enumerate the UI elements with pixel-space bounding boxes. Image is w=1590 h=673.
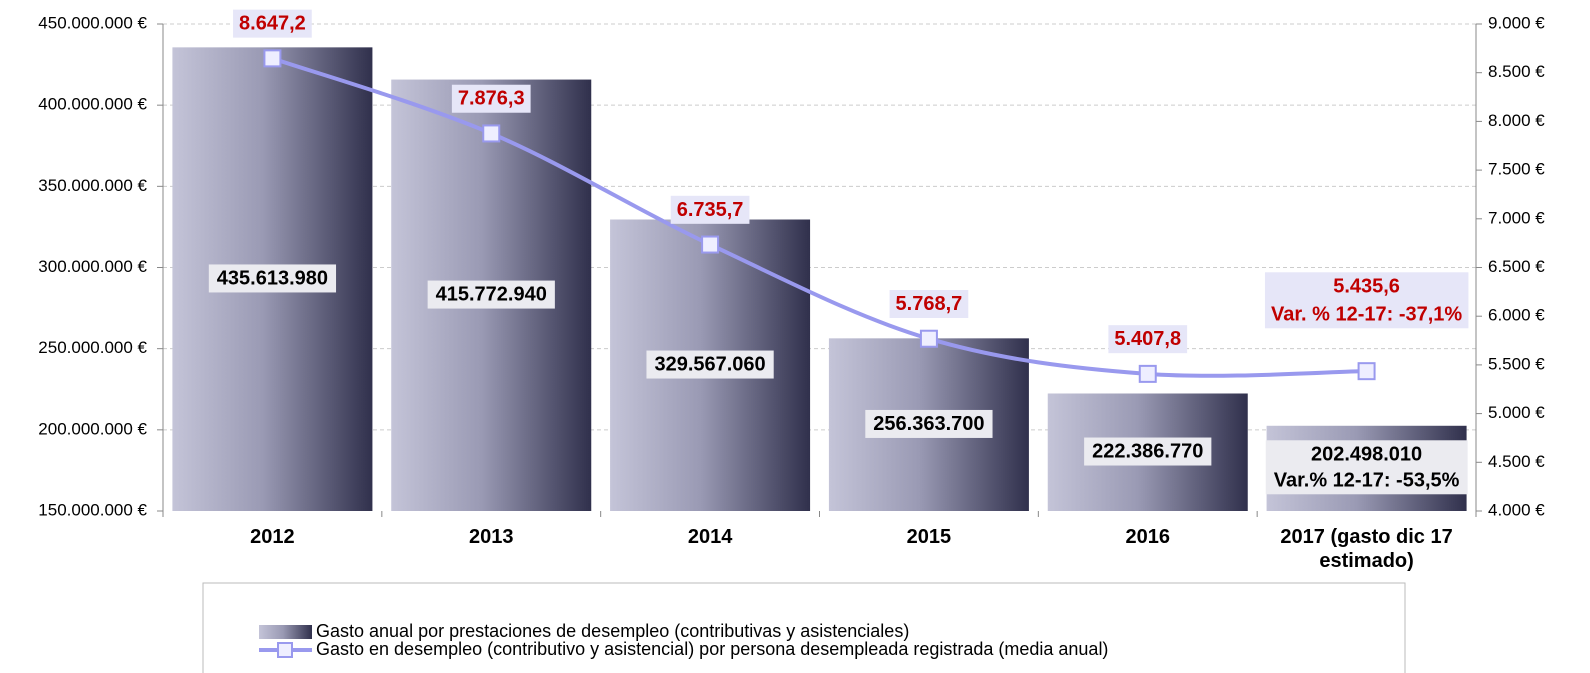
x-tick-label: 2014 — [687, 526, 733, 548]
y2-tick-label: 7.500 € — [1488, 160, 1545, 179]
legend-swatch — [259, 625, 312, 639]
line-marker — [263, 49, 282, 68]
y2-tick-label: 8.000 € — [1488, 111, 1545, 130]
label-bg — [1108, 325, 1188, 354]
y-tick-label: 150.000.000 € — [38, 500, 147, 519]
line-marker — [482, 124, 501, 143]
y-tick-label: 350.000.000 € — [38, 176, 147, 195]
label-bg — [670, 195, 750, 224]
x-tick-label: 2015 — [906, 526, 952, 548]
x-tick-label: 2012 — [250, 526, 295, 548]
y2-tick-label: 7.000 € — [1488, 208, 1545, 227]
y2-tick-label: 9.000 € — [1488, 13, 1545, 32]
x-tick-label: 2017 (gasto dic 17 estimado) — [1280, 526, 1453, 572]
bar-value-label: 256.363.700 — [873, 413, 984, 435]
line-marker — [1357, 362, 1376, 381]
label-bg — [1264, 272, 1469, 329]
y2-tick-label: 4.500 € — [1488, 452, 1545, 471]
label-bg — [1265, 440, 1468, 495]
y2-tick-label: 5.500 € — [1488, 354, 1545, 373]
y2-tick-label: 6.500 € — [1488, 257, 1545, 276]
bar-value-label: 415.772.940 — [436, 284, 547, 306]
y2-tick-label: 6.000 € — [1488, 306, 1545, 325]
bar-value-label: 329.567.060 — [654, 354, 765, 376]
line-value-label: 5.435,6 — [1333, 275, 1400, 297]
line-marker — [1138, 364, 1157, 383]
bar-value-label: 222.386.770 — [1092, 441, 1203, 463]
y-tick-label: 300.000.000 € — [38, 257, 147, 276]
label-bg — [646, 350, 774, 379]
legend-label: Gasto en desempleo (contributivo y asist… — [316, 639, 1108, 659]
line-marker — [701, 235, 720, 254]
label-bg — [427, 280, 555, 309]
y2-tick-label: 5.000 € — [1488, 403, 1545, 422]
bar-value-label: 435.613.980 — [217, 267, 328, 289]
annotation: Var.% 12-17: -53,5% — [1274, 469, 1460, 491]
line-value-label: 7.876,3 — [458, 88, 525, 110]
legend-swatch-marker — [277, 642, 293, 658]
label-bg — [865, 409, 993, 438]
line-value-label: 8.647,2 — [239, 13, 306, 35]
line-value-label: 5.407,8 — [1114, 328, 1181, 350]
y-tick-label: 450.000.000 € — [38, 13, 147, 32]
legend-box — [202, 582, 1406, 673]
x-tick-label: 2016 — [1125, 526, 1171, 548]
annotation: Var. % 12-17: -37,1% — [1271, 303, 1462, 325]
label-bg — [889, 290, 969, 319]
y-tick-label: 400.000.000 € — [38, 95, 147, 114]
label-bg — [451, 84, 531, 113]
y-tick-label: 250.000.000 € — [38, 338, 147, 357]
legend-label: Gasto anual por prestaciones de desemple… — [316, 621, 909, 641]
y2-tick-label: 8.500 € — [1488, 62, 1545, 81]
bar-value-label: 202.498.010 — [1311, 443, 1422, 465]
y-tick-label: 200.000.000 € — [38, 419, 147, 438]
y2-tick-label: 4.000 € — [1488, 500, 1545, 519]
line-value-label: 5.768,7 — [896, 293, 963, 315]
label-bg — [1084, 437, 1212, 466]
line-marker — [919, 329, 938, 348]
line-value-label: 6.735,7 — [677, 199, 744, 221]
label-bg — [208, 264, 337, 293]
line — [271, 56, 1367, 378]
label-bg — [233, 9, 312, 38]
x-tick-label: 2013 — [469, 526, 514, 548]
